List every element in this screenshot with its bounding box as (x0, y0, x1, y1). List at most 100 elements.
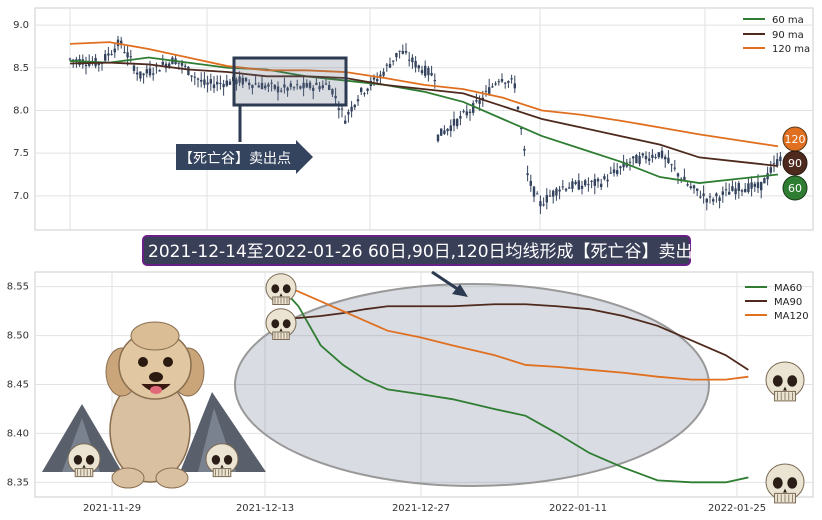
candle-body (152, 73, 155, 75)
bottom-y-tick-label: 8.40 (7, 428, 29, 439)
candle-body (337, 108, 340, 110)
candle-body (558, 189, 561, 192)
candle-body (468, 111, 472, 114)
candle-body (776, 159, 779, 166)
candle-body (187, 66, 190, 76)
skull-icon (765, 361, 805, 402)
candle-body (180, 62, 184, 66)
candle-body (292, 87, 296, 89)
candle-body (219, 82, 222, 84)
candle-body (510, 78, 513, 80)
candle-body (507, 80, 510, 83)
candle-body (414, 60, 417, 68)
candle-body (104, 54, 107, 61)
badge-90 (782, 150, 808, 176)
title-banner-text: 2021-12-14至2022-01-26 60日,90日,120日均线形成【死… (148, 242, 710, 262)
candle-body (97, 62, 100, 66)
candle-body (334, 95, 337, 99)
bottom-y-ticks: 8.55 8.50 8.45 8.40 8.35 (7, 282, 29, 489)
candle-body (241, 77, 244, 85)
skull-icon (265, 308, 297, 340)
candle-body (440, 128, 443, 136)
top-y-tick-label: 7.5 (13, 148, 29, 159)
bottom-ma-lines (275, 280, 749, 484)
candle-body (228, 81, 232, 85)
candle-body (177, 62, 180, 64)
candle-body (593, 179, 596, 186)
candle-body (536, 193, 539, 195)
candle-body (462, 111, 465, 113)
candle-body (750, 182, 753, 189)
candle-body (404, 51, 408, 53)
candle-body (689, 186, 692, 189)
candle-body (120, 40, 123, 45)
candle-body (484, 90, 488, 92)
candle-body (136, 72, 139, 75)
bottom-legend-ma90: MA90 (774, 297, 802, 308)
candle-body (158, 70, 161, 72)
top-candles (68, 35, 782, 215)
top-line-90-ma (69, 61, 779, 167)
skull-icon (67, 443, 101, 478)
candle-body (395, 52, 398, 58)
candle-body (763, 178, 766, 184)
candle-body (132, 65, 136, 71)
candle-body (123, 52, 126, 54)
candle-body (600, 183, 603, 188)
candle-body (296, 84, 299, 86)
top-legend: 60 ma 90 ma 120 ma (743, 15, 810, 55)
bottom-x-tick-label: 2022-01-11 (549, 503, 607, 514)
candle-body (193, 76, 196, 78)
candle-body (264, 85, 267, 89)
death-valley-highlight-box (232, 56, 348, 107)
top-line-60-ma (69, 56, 779, 184)
candle-body (504, 82, 507, 84)
candle-body (312, 87, 315, 91)
candle-body (584, 180, 587, 186)
candle-body (401, 51, 404, 54)
bottom-x-ticks: 2021-11-29 2021-12-13 2021-12-27 2022-01-11… (83, 503, 766, 514)
candle-body (350, 106, 353, 112)
banner-pointer-arrow-head (452, 284, 468, 297)
candle-body (673, 167, 676, 169)
candle-body (548, 195, 552, 197)
top-y-ticks: 9.0 8.5 8.0 7.5 7.0 (13, 20, 29, 202)
candle-body (424, 65, 427, 76)
candle-body (686, 184, 689, 186)
candle-body (772, 163, 776, 165)
sell-point-arrow-label: 【死亡谷】卖出点 (179, 151, 291, 167)
top-legend-120ma: 120 ma (772, 44, 810, 55)
candle-body (526, 173, 529, 176)
candle-body (392, 60, 395, 62)
candle-body (622, 161, 625, 168)
candle-body (433, 79, 436, 82)
candle-body (478, 100, 481, 104)
candle-body (667, 157, 670, 163)
candle-body (379, 74, 382, 77)
top-y-tick-label: 8.0 (13, 105, 29, 116)
top-chart: 9.0 8.5 8.0 7.5 7.0 【死亡谷】卖出点 60 ma 90 ma 120… (13, 7, 814, 231)
candle-body (225, 80, 228, 86)
bottom-x-tick-label: 2021-12-13 (236, 503, 294, 514)
candle-body (363, 93, 366, 95)
candle-body (532, 186, 536, 197)
candle-body (251, 84, 254, 89)
candle-body (744, 188, 747, 193)
candle-body (209, 79, 212, 84)
candle-body (638, 155, 641, 164)
candle-body (779, 156, 782, 162)
candle-body (408, 59, 411, 61)
candle-body (692, 185, 696, 189)
bottom-x-tick-label: 2022-01-25 (708, 503, 766, 514)
candle-body (708, 196, 712, 198)
candle-body (372, 77, 376, 80)
candle-body (552, 190, 555, 197)
candle-body (641, 153, 644, 156)
candle-body (452, 119, 456, 126)
candle-body (571, 181, 574, 189)
candle-body (702, 193, 705, 197)
candle-body (148, 68, 152, 76)
candle-body (734, 188, 737, 195)
badge-60-label: 60 (788, 182, 802, 195)
